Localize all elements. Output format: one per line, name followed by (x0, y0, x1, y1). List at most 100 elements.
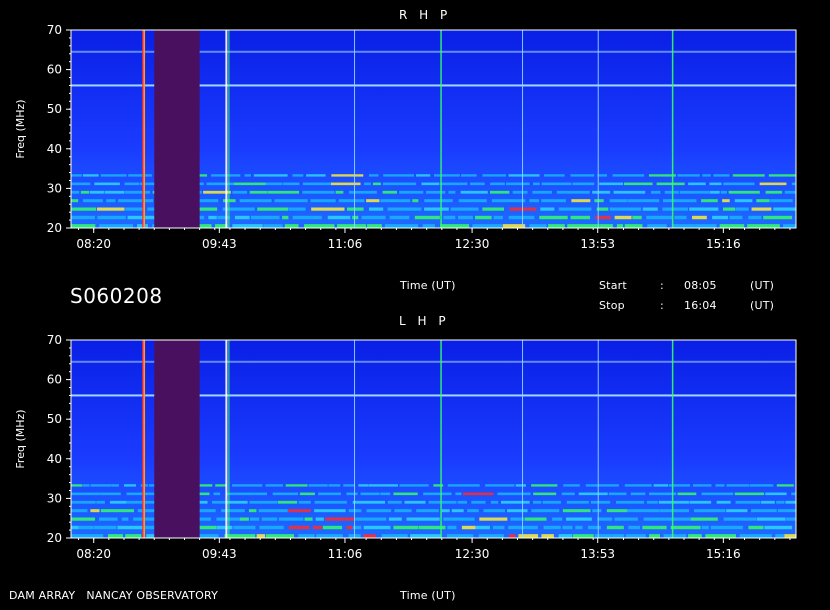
emission-stripe (94, 525, 117, 530)
emission-stripe (508, 215, 535, 220)
emission-stripe (346, 207, 364, 211)
emission-stripe (784, 190, 796, 194)
vertical-marker-line (225, 30, 228, 228)
emission-stripe (649, 492, 677, 496)
emission-stripe (575, 525, 583, 530)
emission-stripe (460, 190, 488, 194)
emission-stripe (104, 190, 125, 194)
emission-stripe (773, 207, 796, 211)
emission-stripe (606, 509, 628, 513)
emission-stripe (649, 534, 660, 538)
emission-stripe (628, 525, 641, 530)
emission-stripe (532, 500, 542, 504)
emission-stripe (728, 190, 760, 194)
emission-stripe (595, 215, 611, 220)
emission-stripe (709, 182, 722, 186)
emission-stripe (688, 182, 706, 186)
emission-stripe (763, 215, 793, 220)
emission-stripe (457, 500, 467, 504)
emission-stripe (594, 199, 604, 203)
emission-stripe (184, 199, 219, 203)
emission-stripe (759, 182, 787, 186)
emission-stripe (226, 500, 248, 504)
emission-stripe (283, 182, 300, 186)
emission-stripe (458, 199, 487, 203)
emission-stripe (539, 215, 568, 220)
emission-stripe (393, 492, 418, 496)
y-tick-label: 40 (47, 452, 62, 466)
lhp-panel-title: L H P (399, 314, 450, 328)
emission-stripe (127, 215, 156, 220)
emission-stripe (493, 215, 503, 220)
vertical-marker-line (142, 30, 146, 228)
emission-stripe (225, 492, 255, 496)
emission-stripe (310, 199, 336, 203)
emission-stripe (726, 484, 750, 487)
emission-stripe (318, 492, 341, 496)
emission-stripe (566, 500, 589, 504)
emission-stripe (137, 509, 159, 513)
emission-stripe (368, 207, 384, 211)
emission-stripe (457, 215, 473, 220)
emission-stripe (765, 190, 783, 194)
emission-stripe (428, 500, 457, 504)
vertical-marker-line (143, 340, 145, 538)
emission-stripe (203, 190, 231, 194)
emission-stripe (410, 534, 442, 538)
emission-stripe (284, 224, 299, 228)
emission-stripe (558, 534, 573, 538)
emission-stripe (450, 207, 479, 211)
y-tick-label: 50 (47, 412, 62, 426)
instrument-footer: DAM ARRAY NANCAY OBSERVATORY (9, 589, 219, 602)
emission-stripe (381, 534, 408, 538)
stop-time: 16:04 (684, 299, 717, 312)
emission-stripe (82, 199, 103, 203)
emission-stripe (124, 182, 140, 186)
vertical-marker-line (522, 340, 524, 538)
emission-stripe (217, 215, 231, 220)
emission-stripe (424, 199, 453, 203)
emission-stripe (785, 500, 796, 504)
emission-stripe (726, 509, 748, 513)
emission-stripe (650, 190, 661, 194)
emission-stripe (124, 190, 151, 194)
x-tick-label: 09:43 (202, 547, 237, 561)
emission-stripe (512, 190, 528, 194)
emission-stripe (325, 517, 355, 521)
emission-stripe (259, 525, 284, 530)
emission-stripe (289, 525, 310, 530)
emission-stripe (614, 517, 638, 521)
emission-stripe (71, 517, 96, 521)
emission-stripe (786, 517, 796, 521)
emission-stripe (791, 492, 796, 496)
emission-stripe (768, 174, 796, 177)
lhp-x-axis-label: Time (UT) (400, 589, 456, 602)
emission-stripe (249, 517, 260, 521)
emission-stripe (662, 207, 688, 211)
emission-stripe (565, 517, 592, 521)
rhp-panel-title: R H P (399, 8, 452, 22)
emission-stripe (662, 199, 697, 203)
emission-stripe (483, 509, 506, 513)
emission-stripe (446, 534, 474, 538)
emission-stripe (500, 500, 530, 504)
rhp-x-axis-label: Time (UT) (400, 279, 456, 292)
emission-stripe (443, 517, 475, 521)
emission-stripe (121, 517, 129, 521)
emission-stripe (288, 207, 306, 211)
emission-stripe (770, 199, 793, 203)
vertical-marker-line (228, 340, 230, 538)
emission-stripe (701, 525, 709, 530)
vertical-marker-line (597, 340, 599, 538)
emission-stripe (90, 509, 100, 513)
emission-stripe (285, 484, 308, 487)
emission-stripe (71, 509, 88, 513)
emission-stripe (735, 207, 749, 211)
emission-stripe (599, 224, 613, 228)
emission-stripe (689, 500, 712, 504)
emission-stripe (389, 215, 410, 220)
vertical-marker-line (671, 30, 674, 228)
emission-stripe (624, 484, 652, 487)
emission-stripe (233, 182, 266, 186)
emission-stripe (382, 190, 397, 194)
